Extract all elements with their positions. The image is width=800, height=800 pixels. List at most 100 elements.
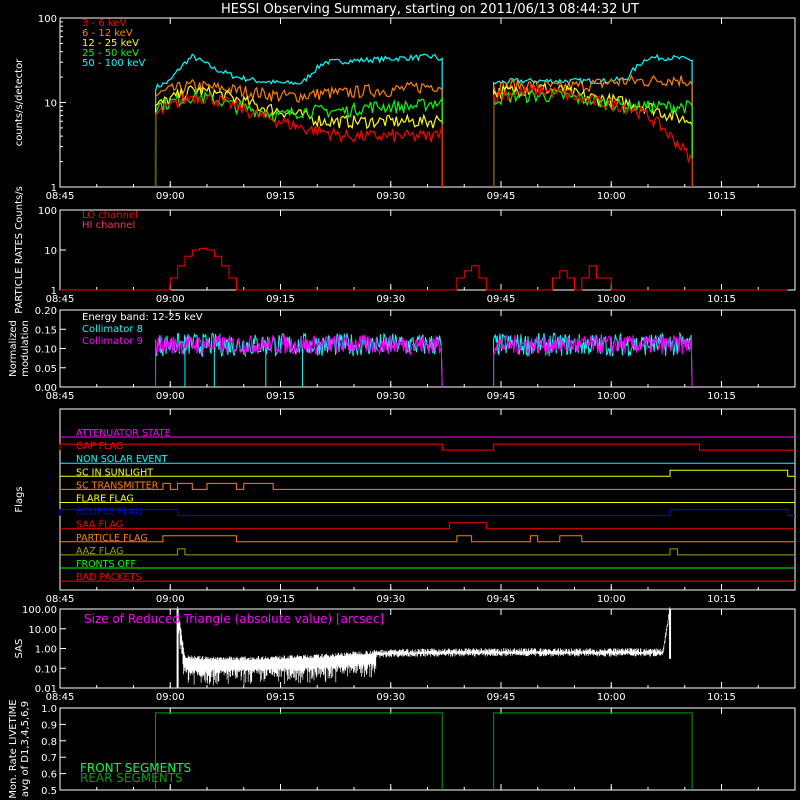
modulation-line-collimator9-seg0 — [155, 334, 443, 388]
modulation-ytick-label: 0.15 — [35, 325, 57, 336]
particle-rates-xtick-label: 10:00 — [597, 294, 626, 305]
count-rates-xtick-label: 09:00 — [156, 191, 185, 202]
count-rates-xtick-label: 10:15 — [707, 191, 736, 202]
count-rates-ytick-label: 100 — [38, 14, 57, 25]
flag-label: BAD PACKETS — [76, 572, 142, 583]
flag-label: PARTICLE FLAG — [76, 533, 148, 544]
modulation-line-collimator8-seg1 — [493, 331, 693, 388]
flag-label: FRONTS OFF — [76, 559, 136, 570]
modulation-line-collimator9-seg1 — [493, 333, 693, 388]
particle-rates-xtick-label: 08:45 — [46, 294, 75, 305]
livetime-ytick-label: 0.7 — [41, 753, 57, 764]
flag-label: SC TRANSMITTER — [76, 480, 159, 491]
particle-rates-ytick-label: 1 — [51, 286, 57, 297]
sas-ytick-label: 100.00 — [22, 605, 57, 616]
livetime-ytick-label: 0.5 — [41, 786, 57, 797]
modulation-ytick-label: 0.10 — [35, 345, 57, 356]
sas-ytick-label: 1.00 — [35, 645, 57, 656]
flags-ylabel: Flags — [14, 486, 25, 512]
sas-ytick-label: 0.01 — [35, 684, 57, 695]
livetime-ylabel: avg of D1,3,4,5,6,9 — [20, 701, 31, 797]
flag-label: FLARE FLAG — [76, 494, 134, 505]
sas-xtick-label: 10:00 — [597, 692, 626, 703]
modulation-xtick-label: 08:45 — [46, 391, 75, 402]
count-rate-line-12-25kev-seg0 — [154, 84, 443, 188]
legend-entry: HI channel — [82, 220, 135, 231]
flags-xtick-label: 08:45 — [46, 594, 75, 605]
modulation-annotation: Energy band: 12-25 keV — [82, 312, 203, 323]
sas-xtick-label: 08:45 — [46, 692, 75, 703]
legend-entry: REAR SEGMENTS — [80, 771, 183, 785]
sas-xtick-label: 09:30 — [376, 692, 405, 703]
panel-sas: 08:45 09:00 09:15 09:30 09:45 10:00 10:15 0.01 0… — [14, 605, 796, 703]
modulation-ytick-label: 0.05 — [35, 364, 57, 375]
particle-rates-ytick-label: 10 — [44, 246, 57, 257]
flags-xtick-label: 10:15 — [707, 594, 736, 605]
particle-rates-ytick-label: 100 — [38, 206, 57, 217]
panel-particle-rates: 08:45 09:00 09:15 09:30 09:45 10:00 10:1511010… — [14, 186, 796, 314]
particle-lo-channel-line — [60, 247, 788, 291]
livetime-ytick-label: 0.8 — [41, 737, 57, 748]
particle-rates-xtick-label: 09:45 — [487, 294, 516, 305]
panel-modulation: 08:45 09:00 09:15 09:30 09:45 10:00 10:15 0.00 0… — [8, 306, 796, 402]
count-rate-line-6-12kev-seg0 — [154, 78, 443, 188]
sas-ylabel: SAS — [14, 639, 25, 659]
particle-rates-xtick-label: 10:15 — [707, 294, 736, 305]
flags-xtick-label: 09:00 — [156, 594, 185, 605]
flag-line-saa-flag — [60, 522, 795, 530]
particle-rates-xtick-label: 09:30 — [376, 294, 405, 305]
modulation-xtick-label: 09:30 — [376, 391, 405, 402]
count-rates-xtick-label: 09:15 — [266, 191, 295, 202]
modulation-xtick-label: 09:15 — [266, 391, 295, 402]
legend-entry: 12 - 25 keV — [82, 38, 139, 49]
livetime-ytick-label: 1.0 — [41, 704, 57, 715]
flags-xtick-label: 09:45 — [487, 594, 516, 605]
legend-entry: 3 - 6 keV — [82, 18, 126, 29]
modulation-ytick-label: 0.20 — [35, 306, 57, 317]
sas-xtick-label: 09:15 — [266, 692, 295, 703]
count-rates-ytick-label: 10 — [44, 99, 57, 110]
modulation-xtick-label: 09:45 — [487, 391, 516, 402]
flags-xtick-label: 09:30 — [376, 594, 405, 605]
flag-line-aaz-flag — [60, 548, 795, 556]
panel-count-rates: 08:45 09:00 09:15 09:30 09:45 10:00 10:15 1 10 10… — [14, 14, 796, 202]
flag-label: AAZ FLAG — [76, 546, 123, 557]
modulation-xtick-label: 09:00 — [156, 391, 185, 402]
legend-entry: 50 - 100 keV — [82, 58, 146, 69]
count-rates-ylabel: counts/s/detector — [14, 58, 25, 146]
livetime-ylabel: Mon. Rate LIVETIME — [8, 699, 19, 798]
legend-entry: 25 - 50 keV — [82, 48, 139, 59]
modulation-xtick-label: 10:15 — [707, 391, 736, 402]
flags-xtick-label: 10:00 — [597, 594, 626, 605]
livetime-ytick-label: 0.9 — [41, 720, 57, 731]
flag-label: ATTENUATOR STATE — [76, 428, 171, 439]
sas-xtick-label: 09:45 — [487, 692, 516, 703]
flag-line-gap-flag — [59, 443, 795, 451]
flag-label: NON SOLAR EVENT — [76, 454, 167, 465]
count-rate-line-25-50kev-seg0 — [154, 88, 443, 188]
flag-line-sc-transmitter — [60, 482, 795, 490]
flag-line-sc-in-sunlight — [60, 469, 795, 477]
count-rate-line-50-100kev-seg1 — [492, 53, 693, 188]
particle-rates-xtick-label: 09:15 — [266, 294, 295, 305]
flag-line-particle-flag — [60, 535, 795, 543]
livetime-ytick-label: 0.6 — [41, 770, 57, 781]
livetime-rear-line-seg1 — [493, 712, 693, 790]
modulation-ylabel: modulation — [20, 320, 31, 377]
count-rates-xtick-label: 09:30 — [376, 191, 405, 202]
legend-entry: FRONT SEGMENTS — [80, 761, 191, 775]
livetime-rear-line-seg0 — [155, 712, 443, 790]
sas-xtick-label: 09:00 — [156, 692, 185, 703]
sas-ytick-label: 10.00 — [28, 625, 57, 636]
count-rate-line-25-50kev-seg1 — [492, 88, 693, 188]
particle-rates-xtick-label: 09:00 — [156, 294, 185, 305]
legend-entry: LO channel — [82, 210, 138, 221]
flag-label: SAA FLAG — [76, 520, 123, 531]
panel-livetime: 0.5 0.6 0.7 0.8 0.9 1.0 Mon. Rate LIVETIME avg … — [8, 699, 796, 799]
modulation-ytick-label: 0.00 — [35, 383, 57, 394]
count-rates-ytick-label: 1 — [51, 183, 57, 194]
flag-label: ECLIPSE FLAG — [76, 507, 142, 518]
sas-annotation: Size of Reduced Triangle (absolute value… — [84, 612, 384, 626]
count-rates-xtick-label: 09:45 — [487, 191, 516, 202]
